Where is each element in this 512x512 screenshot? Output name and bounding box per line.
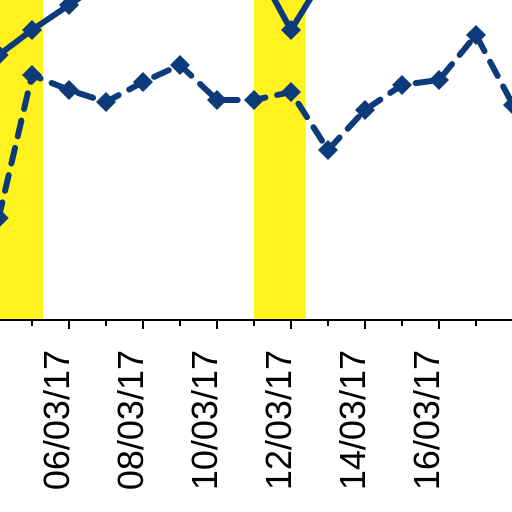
x-axis-label: 14/03/17 [332, 350, 373, 490]
highlight-band-1 [254, 0, 306, 320]
x-axis-label: 08/03/17 [110, 350, 151, 490]
x-axis-label: 16/03/17 [406, 350, 447, 490]
time-series-chart: 06/03/17 08/03/17 10/03/17 12/03/17 14/03/17… [0, 0, 512, 512]
x-axis-label: 12/03/17 [258, 350, 299, 490]
x-axis-label: 06/03/17 [36, 350, 77, 490]
x-axis-label: 10/03/17 [184, 350, 225, 490]
